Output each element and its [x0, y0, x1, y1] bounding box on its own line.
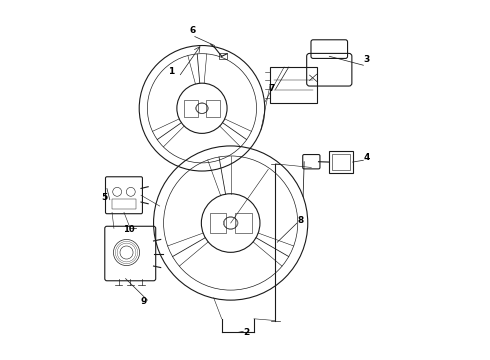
Text: 1: 1	[169, 67, 174, 76]
Bar	[210, 213, 226, 233]
Text: 3: 3	[364, 55, 370, 64]
Text: 9: 9	[141, 297, 147, 306]
Text: 6: 6	[190, 26, 196, 35]
Text: 7: 7	[269, 84, 275, 93]
Bar	[206, 100, 220, 117]
Bar	[329, 151, 353, 173]
Bar	[235, 213, 252, 233]
Text: 8: 8	[297, 216, 304, 225]
Text: 5: 5	[101, 193, 107, 202]
Bar	[332, 154, 350, 170]
Bar	[270, 67, 317, 103]
Text: 4: 4	[364, 153, 370, 162]
Text: 2: 2	[244, 328, 250, 337]
Text: 10: 10	[122, 225, 134, 234]
Bar	[112, 199, 136, 209]
Bar	[184, 100, 198, 117]
Bar	[219, 53, 227, 59]
